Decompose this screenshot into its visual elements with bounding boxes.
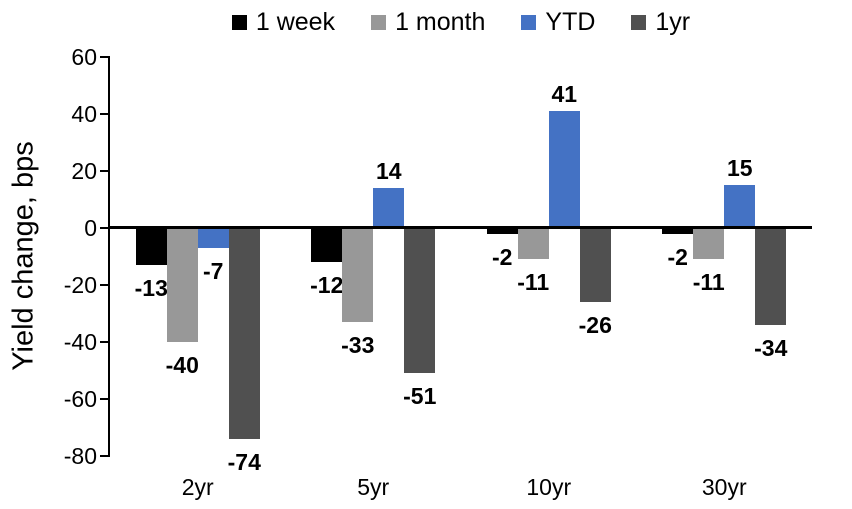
bar-ytd-5yr: [373, 188, 405, 228]
legend-label: 1yr: [655, 7, 691, 36]
chart-legend: 1 week 1 month YTD 1yr: [110, 5, 812, 39]
legend-label: 1 week: [255, 7, 336, 36]
y-tick-mark: [100, 170, 108, 172]
bar-value-label-1-month-30yr: -11: [692, 269, 725, 295]
bar-value-label-1yr-5yr: -51: [403, 383, 437, 409]
bar-value-label-ytd-5yr: 14: [375, 158, 402, 184]
legend-marker-1-week-icon: [231, 14, 247, 30]
x-axis-label-30yr: 30yr: [701, 474, 747, 500]
bar-value-label-1-week-5yr: -12: [310, 272, 344, 298]
legend-item-ytd: YTD: [521, 8, 595, 37]
bar-1-month-30yr: [693, 228, 725, 259]
bar-ytd-10yr: [548, 111, 580, 228]
legend-item-1yr: 1yr: [631, 8, 690, 37]
bar-1-month-10yr: [517, 228, 549, 259]
bar-1yr-2yr: [228, 228, 260, 439]
y-tick-mark: [100, 113, 108, 115]
bar-value-label-ytd-2yr: -7: [203, 258, 224, 284]
bar-value-label-1-month-2yr: -40: [165, 352, 199, 378]
y-axis-line: [108, 56, 110, 457]
y-tick-label: 60: [71, 44, 97, 70]
bar-1yr-30yr: [755, 228, 787, 325]
bar-1yr-5yr: [404, 228, 436, 373]
bar-1-month-5yr: [342, 228, 374, 322]
legend-marker-ytd-icon: [521, 14, 537, 30]
y-tick-mark: [100, 56, 108, 58]
bar-value-label-1-week-2yr: -13: [134, 275, 168, 301]
y-tick-label: -20: [63, 272, 97, 298]
legend-label: 1 month: [395, 7, 486, 36]
bar-1yr-10yr: [579, 228, 611, 302]
bar-value-label-1-month-5yr: -33: [341, 332, 375, 358]
bar-value-label-1yr-30yr: -34: [754, 335, 788, 361]
y-tick-mark: [100, 284, 108, 286]
bar-ytd-2yr: [197, 228, 229, 248]
legend-label: YTD: [545, 7, 596, 36]
y-tick-mark: [100, 227, 108, 229]
bar-value-label-1yr-2yr: -74: [227, 449, 261, 475]
bar-value-label-1yr-10yr: -26: [578, 312, 612, 338]
bar-value-label-ytd-30yr: 15: [726, 155, 753, 181]
zero-axis-line: [110, 226, 812, 229]
y-tick-mark: [100, 341, 108, 343]
bar-1-week-5yr: [311, 228, 343, 262]
x-axis-label-5yr: 5yr: [357, 474, 390, 500]
bar-value-label-1-week-10yr: -2: [492, 244, 513, 270]
legend-item-1-week: 1 week: [231, 7, 336, 37]
x-axis-label-2yr: 2yr: [181, 474, 214, 500]
legend-marker-1yr-icon: [631, 14, 647, 30]
y-tick-label: 20: [71, 158, 97, 184]
y-tick-label: -40: [63, 329, 97, 355]
bar-value-label-1-month-10yr: -11: [517, 269, 550, 295]
bar-value-label-1-week-30yr: -2: [667, 244, 688, 270]
y-tick-label: 40: [71, 101, 97, 127]
bar-value-label-ytd-10yr: 41: [551, 81, 578, 107]
bar-1-week-30yr: [662, 228, 694, 234]
y-tick-label: -80: [63, 443, 97, 469]
y-tick-mark: [100, 455, 108, 457]
legend-marker-1-month-icon: [371, 14, 387, 30]
bar-1-month-2yr: [166, 228, 198, 342]
y-tick-mark: [100, 398, 108, 400]
bar-1-week-10yr: [486, 228, 518, 234]
y-tick-label: -60: [63, 386, 97, 412]
y-tick-label: 0: [84, 215, 97, 241]
legend-item-1-month: 1 month: [371, 8, 485, 37]
bar-1-week-2yr: [135, 228, 167, 265]
x-axis-label-10yr: 10yr: [526, 474, 572, 500]
bar-ytd-30yr: [724, 185, 756, 228]
